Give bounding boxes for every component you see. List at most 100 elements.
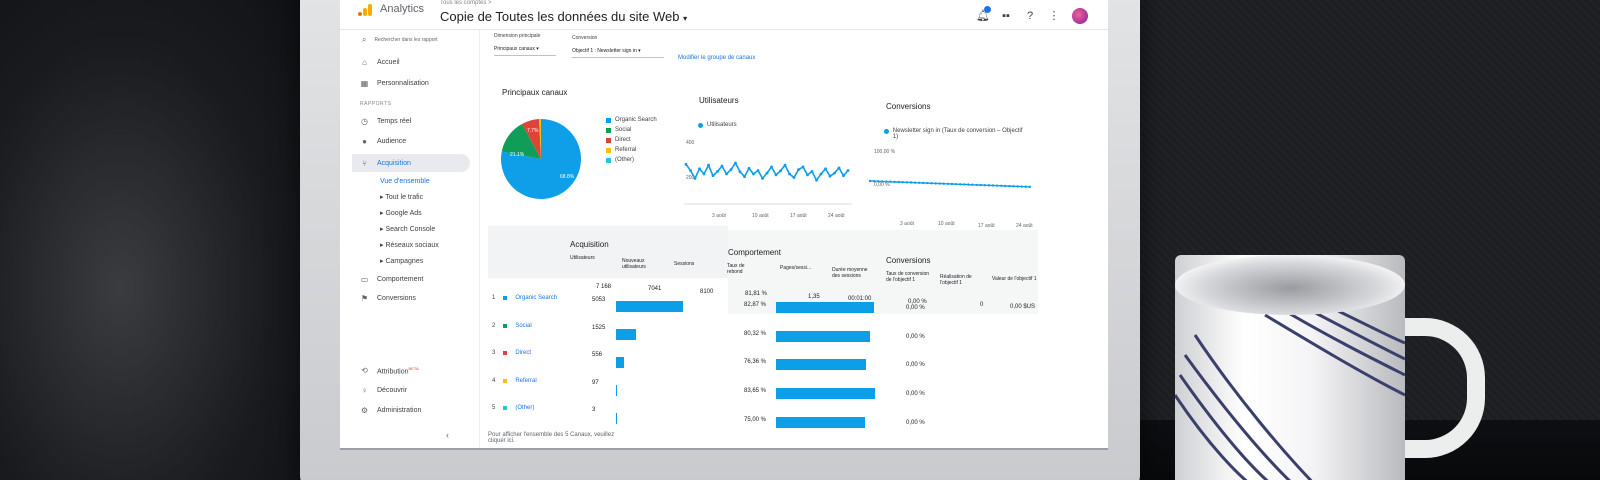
users-point[interactable]	[716, 169, 719, 173]
users-point[interactable]	[770, 165, 773, 169]
users-point[interactable]	[824, 167, 827, 171]
col-header-goal-value[interactable]: Valeur de l'objectif 1	[992, 276, 1037, 282]
conversions-point[interactable]	[987, 184, 991, 187]
conversions-legend[interactable]: Newsletter sign in (Taux de conversion –…	[884, 128, 1024, 140]
conversions-point[interactable]	[975, 183, 978, 187]
conversions-point[interactable]	[877, 180, 880, 183]
conversions-point[interactable]	[1004, 184, 1007, 188]
conversions-point[interactable]	[1008, 184, 1011, 188]
conversions-point[interactable]	[872, 179, 876, 183]
apps-grid-icon[interactable]: ▪▪	[1002, 10, 1010, 22]
users-point[interactable]	[842, 174, 845, 178]
sidebar-sub-search-console[interactable]: ▸ Search Console	[380, 226, 436, 233]
conversions-point[interactable]	[930, 182, 933, 185]
sidebar-item-temps-reel[interactable]: ◷ Temps réel	[360, 117, 411, 126]
conversions-point[interactable]	[881, 180, 884, 183]
conversions-point[interactable]	[893, 180, 896, 184]
users-point[interactable]	[747, 166, 751, 170]
users-point[interactable]	[779, 169, 782, 173]
users-point[interactable]	[828, 174, 832, 178]
sidebar-sub-reseaux-sociaux[interactable]: ▸ Réseaux sociaux	[380, 242, 439, 249]
table-row[interactable]: 4 Referral	[492, 378, 537, 384]
pie-slice-referral[interactable]	[539, 118, 541, 159]
users-point[interactable]	[729, 168, 733, 171]
conversions-point[interactable]	[991, 184, 995, 187]
table-row[interactable]: 2 Social	[492, 323, 532, 329]
conversions-point[interactable]	[963, 183, 966, 186]
users-point[interactable]	[774, 173, 778, 177]
users-point[interactable]	[711, 174, 715, 178]
conversions-point[interactable]	[954, 182, 958, 186]
modify-channel-group-link[interactable]: Modifier le groupe de canaux	[678, 55, 756, 61]
conversions-point[interactable]	[1024, 185, 1027, 188]
users-legend[interactable]: Utilisateurs	[698, 122, 737, 128]
users-point[interactable]	[815, 178, 818, 182]
table-row[interactable]: 1 Organic Search	[492, 295, 557, 301]
sidebar-item-comportement[interactable]: ▭ Comportement	[360, 275, 424, 284]
conversions-point[interactable]	[885, 180, 888, 183]
pie-slice-social[interactable]	[501, 124, 541, 159]
dimension-dropdown[interactable]: Principaux canaux ▾	[494, 42, 556, 56]
conversions-point[interactable]	[959, 183, 962, 186]
sidebar-item-attribution[interactable]: ⟲ AttributionBETA	[360, 366, 419, 375]
users-point[interactable]	[743, 175, 746, 179]
sidebar-item-decouvrir[interactable]: ♀ Découvrir	[360, 386, 407, 395]
users-point[interactable]	[788, 172, 791, 176]
users-point[interactable]	[792, 176, 796, 179]
users-point[interactable]	[756, 169, 760, 172]
users-point[interactable]	[833, 171, 836, 175]
sidebar-item-audience[interactable]: ● Audience	[360, 137, 406, 146]
search-input[interactable]: Rechercher dans les rapport	[374, 37, 438, 43]
users-point[interactable]	[797, 168, 800, 171]
col-header-goal-done[interactable]: Réalisation de l'objectif 1	[940, 274, 972, 286]
channels-legend-item[interactable]: Referral	[606, 147, 636, 153]
conversions-point[interactable]	[909, 181, 913, 184]
conversions-point[interactable]	[995, 184, 999, 187]
users-point[interactable]	[810, 169, 814, 173]
conversions-point[interactable]	[913, 181, 917, 184]
avatar[interactable]	[1072, 8, 1088, 24]
property-selector[interactable]: Copie de Toutes les données du site Web …	[440, 9, 687, 24]
users-point[interactable]	[702, 172, 706, 176]
pie-slice-direct[interactable]	[522, 119, 541, 159]
users-point[interactable]	[801, 165, 805, 169]
conversions-point[interactable]	[950, 182, 954, 186]
conversions-point[interactable]	[922, 181, 925, 185]
users-point[interactable]	[846, 169, 850, 172]
sidebar-item-conversions[interactable]: ⚑ Conversions	[360, 294, 416, 303]
sidebar-search[interactable]: ⌕ Rechercher dans les rapport	[362, 35, 438, 45]
users-point[interactable]	[806, 173, 809, 177]
users-point[interactable]	[720, 164, 724, 168]
conversions-point[interactable]	[889, 180, 892, 183]
conversions-point[interactable]	[938, 182, 941, 185]
conversions-point[interactable]	[897, 180, 900, 184]
users-point[interactable]	[698, 167, 701, 171]
sidebar-sub-campagnes[interactable]: ▸ Campagnes	[380, 258, 424, 265]
users-point[interactable]	[707, 163, 710, 167]
col-header-pages[interactable]: Pages/sessi...	[780, 265, 812, 271]
row-channel-link[interactable]: Direct	[515, 350, 532, 356]
row-channel-link[interactable]: Referral	[515, 377, 537, 384]
collapse-sidebar-icon[interactable]: ‹	[446, 430, 449, 440]
channels-legend-item[interactable]: Direct	[606, 137, 631, 143]
conversions-point[interactable]	[979, 183, 982, 187]
conversions-point[interactable]	[942, 182, 945, 185]
row-channel-link[interactable]: Organic Search	[515, 295, 558, 301]
table-row[interactable]: 3 Direct	[492, 350, 531, 356]
conversions-point[interactable]	[905, 181, 909, 184]
pie-slice-organic[interactable]	[500, 119, 581, 199]
conversions-point[interactable]	[1012, 185, 1015, 188]
conversions-point[interactable]	[918, 181, 921, 184]
sidebar-item-administration[interactable]: ⚙ Administration	[360, 406, 421, 415]
users-point[interactable]	[783, 163, 787, 167]
sidebar-item-acquisition[interactable]: ⑂ Acquisition	[352, 154, 470, 172]
users-point[interactable]	[684, 162, 688, 166]
users-point[interactable]	[752, 172, 755, 176]
col-header-bounce[interactable]: Taux de rebond	[727, 263, 745, 275]
users-point[interactable]	[725, 172, 728, 176]
users-point[interactable]	[689, 169, 692, 172]
users-point[interactable]	[738, 170, 742, 174]
users-point[interactable]	[819, 172, 823, 176]
conversion-dropdown[interactable]: Objectif 1 : Newsletter sign in ▾	[572, 44, 664, 58]
users-point[interactable]	[693, 177, 697, 180]
